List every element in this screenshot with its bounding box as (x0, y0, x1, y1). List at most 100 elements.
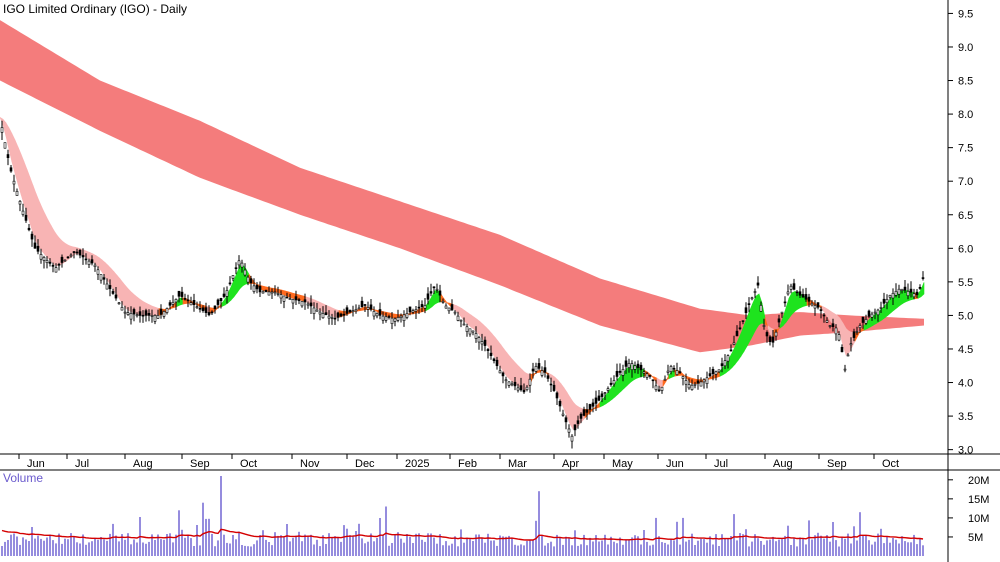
candle-body (270, 291, 274, 294)
volume-bar (505, 536, 507, 556)
short-term-ma-band (755, 293, 760, 331)
volume-bar (124, 539, 126, 556)
volume-bar (802, 538, 804, 556)
candle-body (579, 413, 583, 419)
candle-body (828, 325, 832, 327)
volume-bar (175, 534, 177, 556)
candle-body (687, 384, 691, 389)
volume-bar (61, 543, 63, 556)
short-term-ma-band (560, 382, 565, 410)
candle-body (174, 298, 178, 303)
candle-body (669, 366, 673, 372)
volume-bar (865, 534, 867, 556)
volume-bar (22, 537, 24, 556)
volume-bar (112, 523, 114, 556)
candle-body (240, 262, 244, 268)
volume-bar (283, 537, 285, 556)
candle-body (801, 294, 805, 298)
volume-bar (397, 532, 399, 556)
candle-body (678, 371, 682, 373)
candle-body (855, 331, 859, 333)
candle-body (276, 292, 280, 295)
volume-bar (322, 535, 324, 556)
volume-bar (406, 534, 408, 556)
volume-bar (205, 518, 207, 556)
volume-bar (670, 539, 672, 556)
volume-y-tick-label: 10M (968, 513, 989, 525)
volume-bar (163, 539, 165, 556)
volume-bar (697, 540, 699, 556)
candle-body (81, 255, 85, 258)
volume-bar (883, 543, 885, 556)
candle-body (18, 201, 22, 205)
volume-bar (202, 502, 204, 556)
volume-bar (211, 533, 213, 556)
short-term-ma-band (17, 146, 22, 195)
candle-body (684, 380, 688, 385)
short-term-ma-band (122, 281, 127, 310)
short-term-ma-band (497, 340, 502, 369)
candle-body (741, 320, 745, 322)
candle-body (615, 370, 619, 377)
short-term-ma-band (839, 317, 844, 346)
candle-body (516, 387, 520, 391)
candle-body (666, 370, 670, 373)
x-tick-label: Aug (133, 458, 153, 470)
candle-body (195, 306, 199, 309)
candle-body (3, 142, 7, 149)
candle-body (342, 313, 346, 316)
short-term-ma-band (35, 193, 40, 247)
volume-bar (769, 539, 771, 556)
candle-body (216, 299, 220, 305)
x-tick-label: Mar (508, 458, 527, 470)
volume-bar (394, 534, 396, 556)
volume-bar (469, 539, 471, 556)
volume-bar (226, 542, 228, 556)
volume-bar (799, 537, 801, 556)
candle-body (0, 127, 4, 133)
candle-body (189, 302, 193, 306)
candle-body (63, 259, 67, 262)
volume-bar (487, 533, 489, 556)
volume-bar (787, 525, 789, 556)
short-term-ma-band (11, 133, 16, 174)
candle-body (756, 282, 760, 286)
candle-body (654, 385, 658, 390)
volume-bar (79, 543, 81, 556)
volume-bar (439, 534, 441, 556)
short-term-ma-band (32, 185, 37, 242)
volume-bar (772, 536, 774, 556)
volume-bar (1, 546, 3, 556)
candle-body (228, 282, 232, 285)
volume-bar (763, 544, 765, 556)
volume-bar (736, 540, 738, 556)
volume-bar (898, 543, 900, 556)
candle-body (921, 277, 925, 279)
volume-bar (325, 544, 327, 556)
candle-body (147, 312, 151, 316)
x-tick-label: 2025 (405, 458, 429, 470)
volume-bar (295, 535, 297, 556)
volume-bar (502, 536, 504, 556)
short-term-ma-band (467, 312, 472, 328)
candle-body (582, 409, 586, 416)
candle-body (168, 302, 172, 306)
volume-bar (457, 546, 459, 556)
volume-bar (136, 542, 138, 556)
candle-body (339, 313, 343, 317)
volume-bar (100, 537, 102, 556)
candle-body (825, 320, 829, 323)
candle-body (852, 331, 856, 338)
volume-bar (277, 535, 279, 556)
candle-body (21, 210, 25, 215)
volume-bar (559, 537, 561, 556)
volume-bar (259, 535, 261, 556)
volume-bar (64, 538, 66, 556)
volume-bar (340, 541, 342, 556)
candle-body (876, 309, 880, 316)
candle-body (636, 363, 640, 369)
candle-body (393, 318, 397, 322)
candle-body (372, 311, 376, 317)
volume-bar (499, 535, 501, 556)
volume-bar (193, 546, 195, 556)
